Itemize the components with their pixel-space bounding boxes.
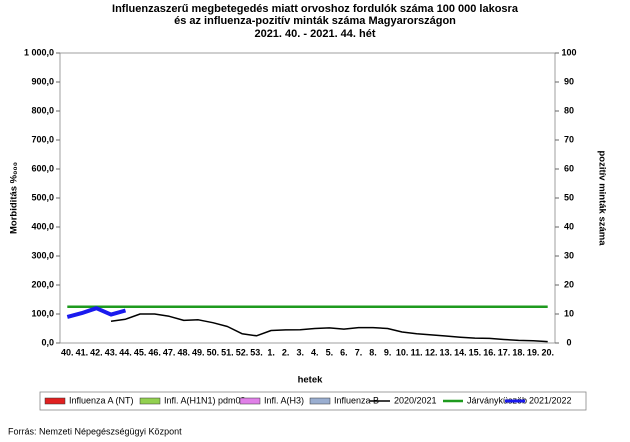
x-tick-label: 43. [105, 347, 118, 357]
y-tick-label: 1 000,0 [24, 47, 54, 57]
plot-area [59, 52, 556, 344]
x-tick-label: 5. [326, 347, 334, 357]
legend-label: Influenza B [334, 395, 379, 405]
legend-swatch [139, 397, 161, 405]
y-tick-label: 600,0 [31, 163, 54, 173]
legend-swatch [239, 397, 261, 405]
y-tick-label: 100,0 [31, 308, 54, 318]
legend-label: 2020/2021 [394, 395, 437, 405]
x-tick-label: 11. [411, 347, 423, 357]
title-line: 2021. 40. - 2021. 44. hét [254, 28, 375, 40]
x-tick-label: 44. [119, 347, 132, 357]
x-tick-label: 17. [498, 347, 511, 357]
x-tick-label: 12. [425, 347, 438, 357]
y2-tick-label: 50 [564, 192, 574, 202]
y2-tick-label: 60 [564, 163, 574, 173]
source: Forrás: Nemzeti Népegészségügyi Központ [8, 426, 182, 436]
y-tick-label: 0,0 [41, 337, 54, 347]
legend-label: Infl. A(H1N1) pdm09 [164, 395, 246, 405]
y2-tick-label: 90 [564, 76, 574, 86]
x-tick-label: 51. [221, 347, 234, 357]
x-tick-label: 14. [454, 347, 467, 357]
x-tick-label: 2. [282, 347, 290, 357]
y2-tick-label: 30 [564, 250, 574, 260]
y2-tick-label: 100 [561, 47, 576, 57]
y-tick-label: 700,0 [31, 134, 54, 144]
x-tick-label: 9. [384, 347, 392, 357]
series-line [66, 306, 127, 319]
x-tick-label: 1. [267, 347, 275, 357]
x-tick-label: 49. [192, 347, 205, 357]
x-tick-label: 18. [512, 347, 525, 357]
x-tick-label: 8. [369, 347, 377, 357]
y-tick-label: 200,0 [31, 279, 54, 289]
legend-swatch [44, 397, 66, 405]
legend-label: Influenza A (NT) [69, 395, 134, 405]
x-tick-label: 10. [396, 347, 409, 357]
x-tick-label: 50. [207, 347, 220, 357]
legend-swatch [309, 397, 331, 405]
y-tick-label: 400,0 [31, 221, 54, 231]
y2-tick-label: 40 [564, 221, 574, 231]
x-tick-label: 46. [148, 347, 161, 357]
legend-label: Járványküszöb [467, 395, 527, 405]
x-tick-label: 6. [340, 347, 348, 357]
y-tick-label: 300,0 [31, 250, 54, 260]
x-tick-label: 41. [76, 347, 89, 357]
x-tick-label: 45. [134, 347, 147, 357]
y-tick-label: 900,0 [31, 76, 54, 86]
y2-tick-label: 10 [564, 308, 574, 318]
x-tick-label: 3. [296, 347, 304, 357]
legend-label: 2021/2022 [529, 395, 572, 405]
title-line: és az influenza-pozitív minták száma Mag… [174, 15, 456, 27]
y-axis-label: Morbiditás %₀₀₀ [9, 162, 20, 234]
y2-tick-label: 20 [564, 279, 574, 289]
x-tick-label: 15. [469, 347, 482, 357]
x-tick-label: 53. [250, 347, 263, 357]
x-tick-label: 13. [440, 347, 453, 357]
x-tick-label: 52. [236, 347, 249, 357]
y2-tick-label: 0 [566, 337, 571, 347]
x-tick-label: 42. [90, 347, 103, 357]
legend-label: Infl. A(H3) [264, 395, 304, 405]
y-tick-label: 500,0 [31, 192, 54, 202]
series-line [110, 313, 548, 343]
y2-tick-label: 80 [564, 105, 574, 115]
x-tick-label: 4. [311, 347, 319, 357]
x-tick-label: 47. [163, 347, 176, 357]
y2-axis-label: pozitív minták száma [596, 150, 607, 246]
x-tick-label: 19. [527, 347, 540, 357]
title-line: Influenzaszerű megbetegedés miatt orvosh… [112, 3, 519, 15]
y2-tick-label: 70 [564, 134, 574, 144]
y-tick-label: 800,0 [31, 105, 54, 115]
x-tick-label: 20. [541, 347, 554, 357]
legend-box [39, 391, 587, 411]
x-axis-label: hetek [298, 375, 324, 386]
x-tick-label: 7. [355, 347, 363, 357]
x-tick-label: 40. [61, 347, 74, 357]
x-tick-label: 16. [483, 347, 496, 357]
x-tick-label: 48. [177, 347, 190, 357]
